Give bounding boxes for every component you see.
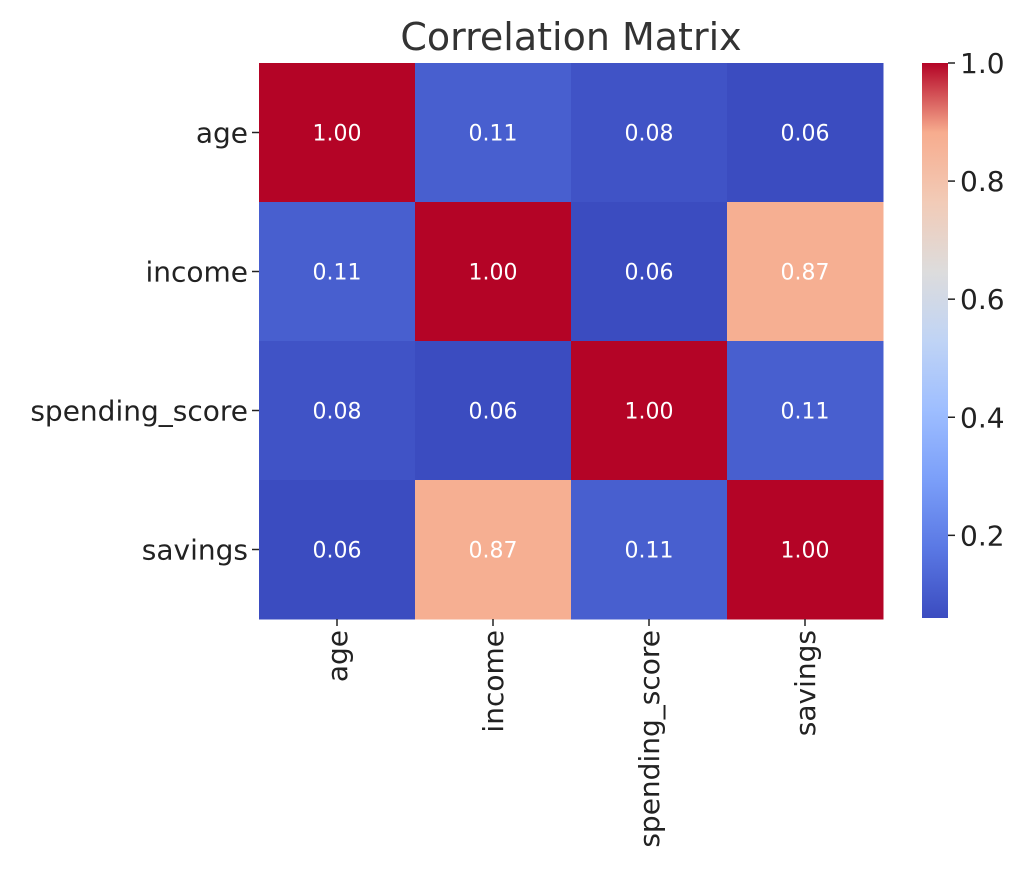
- chart-title: Correlation Matrix: [400, 15, 741, 59]
- heatmap-cells: [259, 63, 884, 620]
- heatmap-cell-spending_score-age: [259, 341, 416, 481]
- cell-value-label: 0.11: [781, 400, 830, 425]
- cell-value-label: 0.87: [469, 539, 518, 564]
- heatmap-cell-age-savings: [727, 63, 884, 203]
- cell-value-label: 1.00: [625, 400, 674, 425]
- cell-value-label: 1.00: [313, 122, 362, 147]
- cell-value-label: 0.06: [625, 261, 674, 286]
- heatmap-cell-income-income: [415, 202, 572, 342]
- x-tick-label: income: [477, 630, 510, 733]
- x-axis-ticks: age income spending_score savings: [321, 619, 822, 848]
- heatmap-cell-income-savings: [727, 202, 884, 342]
- colorbar-tick-label: 0.8: [960, 165, 1005, 198]
- y-tick-label: savings: [142, 534, 248, 567]
- colorbar-tick-label: 1.0: [960, 47, 1005, 80]
- cell-value-label: 0.06: [469, 400, 518, 425]
- heatmap-cell-labels: 1.00 0.11 0.08 0.06 0.11 1.00 0.06 0.87 0.08 0.06…: [313, 122, 830, 564]
- colorbar-ticks: 0.2 0.4 0.6 0.8 1.0: [948, 47, 1005, 552]
- heatmap-cell-age-spending_score: [571, 63, 728, 203]
- x-tick-label: age: [321, 630, 354, 682]
- colorbar-tick-label: 0.2: [960, 519, 1005, 552]
- heatmap-cell-age-age: [259, 63, 416, 203]
- heatmap-cell-income-age: [259, 202, 416, 342]
- cell-value-label: 0.06: [313, 539, 362, 564]
- heatmap-cell-spending_score-income: [415, 341, 572, 481]
- cell-value-label: 0.11: [625, 539, 674, 564]
- colorbar: [922, 63, 948, 618]
- cell-value-label: 0.87: [781, 261, 830, 286]
- heatmap-cell-savings-age: [259, 480, 416, 620]
- heatmap-cell-savings-income: [415, 480, 572, 620]
- cell-value-label: 1.00: [469, 261, 518, 286]
- cell-value-label: 0.06: [781, 122, 830, 147]
- heatmap-cell-savings-spending_score: [571, 480, 728, 620]
- heatmap-cell-age-income: [415, 63, 572, 203]
- cell-value-label: 0.08: [625, 122, 674, 147]
- x-tick-label: spending_score: [633, 630, 666, 848]
- colorbar-tick-label: 0.6: [960, 283, 1005, 316]
- cell-value-label: 0.11: [313, 261, 362, 286]
- heatmap-cell-spending_score-savings: [727, 341, 884, 481]
- cell-value-label: 0.11: [469, 122, 518, 147]
- colorbar-tick-label: 0.4: [960, 401, 1005, 434]
- cell-value-label: 1.00: [781, 539, 830, 564]
- heatmap-cell-income-spending_score: [571, 202, 728, 342]
- y-tick-label: age: [196, 117, 248, 150]
- heatmap-cell-spending_score-spending_score: [571, 341, 728, 481]
- cell-value-label: 0.08: [313, 400, 362, 425]
- heatmap-cell-savings-savings: [727, 480, 884, 620]
- y-tick-label: income: [145, 256, 248, 289]
- y-tick-label: spending_score: [30, 395, 248, 428]
- x-tick-label: savings: [789, 630, 822, 736]
